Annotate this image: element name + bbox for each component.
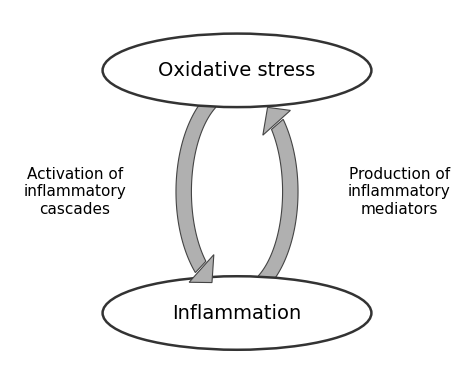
Polygon shape (263, 107, 291, 135)
Ellipse shape (102, 276, 372, 350)
Text: Production of
inflammatory
mediators: Production of inflammatory mediators (348, 167, 451, 217)
Text: Activation of
inflammatory
cascades: Activation of inflammatory cascades (23, 167, 126, 217)
Polygon shape (176, 94, 216, 273)
Polygon shape (258, 119, 298, 290)
Polygon shape (189, 255, 214, 283)
Ellipse shape (102, 33, 372, 107)
Text: Oxidative stress: Oxidative stress (158, 61, 316, 80)
Text: Inflammation: Inflammation (173, 303, 301, 323)
